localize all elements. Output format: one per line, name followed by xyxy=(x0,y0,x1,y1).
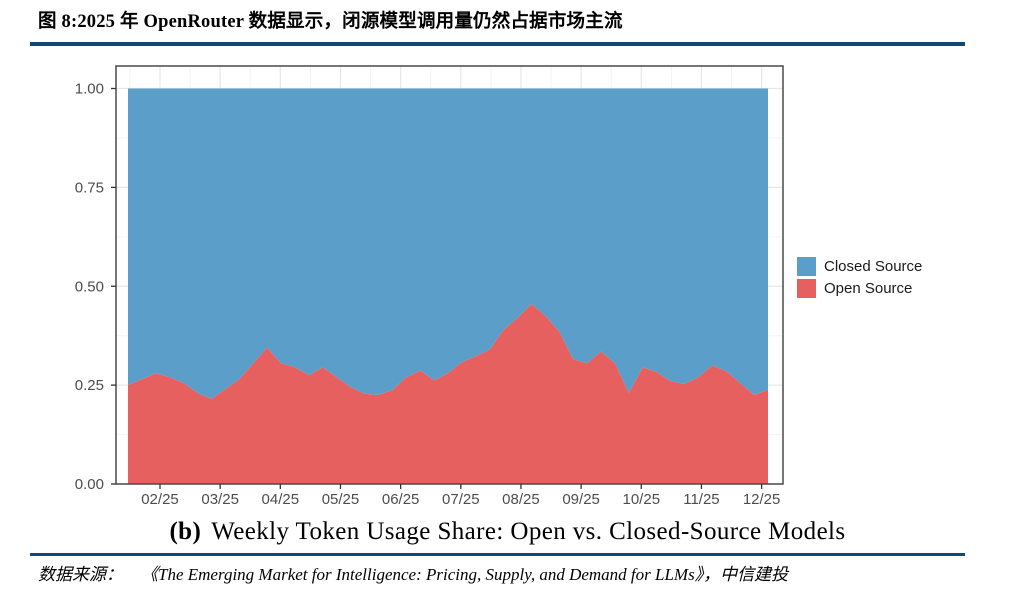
legend-item-closed-source: Closed Source xyxy=(797,256,922,276)
closed-source-area xyxy=(128,88,768,399)
y-tick-label: 1.00 xyxy=(75,81,104,98)
title-divider-rule xyxy=(30,42,965,46)
axis-ticks-and-labels: 02/25 03/25 04/25 05/25 06/25 07/25 08/25 09/25… xyxy=(75,81,781,509)
y-tick-label: 0.00 xyxy=(75,476,104,493)
caption-text: Weekly Token Usage Share: Open vs. Close… xyxy=(211,518,846,545)
legend-label-closed-source: Closed Source xyxy=(824,257,923,275)
x-tick-label: 04/25 xyxy=(262,491,300,508)
y-tick-label: 0.75 xyxy=(75,179,104,196)
x-tick-label: 03/25 xyxy=(201,491,239,508)
y-tick-label: 0.25 xyxy=(75,377,104,394)
x-tick-label: 09/25 xyxy=(562,491,600,508)
source-label: 数据来源： xyxy=(38,565,123,584)
x-tick-label: 06/25 xyxy=(382,491,420,508)
source-text: 《The Emerging Market for Intelligence: P… xyxy=(141,565,789,584)
x-tick-label: 02/25 xyxy=(141,491,179,508)
x-tick-label: 11/25 xyxy=(683,491,719,508)
footer-divider-rule xyxy=(30,553,965,556)
plot-panel-border xyxy=(115,65,784,485)
figure-title: 图 8:2025 年 OpenRouter 数据显示，闭源模型调用量仍然占据市场… xyxy=(38,12,623,32)
x-tick-label: 12/25 xyxy=(743,491,781,508)
stacked-area-chart: 02/25 03/25 04/25 05/25 06/25 07/25 08/25 09/25… xyxy=(75,65,784,509)
x-tick-label: 07/25 xyxy=(442,491,480,508)
x-tick-label: 08/25 xyxy=(502,491,540,508)
caption-index: (b) xyxy=(169,518,202,545)
y-tick-label: 0.50 xyxy=(75,278,104,295)
x-tick-label: 05/25 xyxy=(322,491,360,508)
open-source-area xyxy=(128,304,768,484)
subfigure-caption: (b) Weekly Token Usage Share: Open vs. Cl… xyxy=(40,518,975,546)
legend-item-open-source: Open Source xyxy=(797,278,922,298)
x-tick-label: 10/25 xyxy=(623,491,661,508)
data-source-line: 数据来源： 《The Emerging Market for Intelligen… xyxy=(38,560,998,585)
closed-source-swatch xyxy=(797,256,816,276)
legend-label-open-source: Open Source xyxy=(824,279,913,297)
open-source-swatch xyxy=(797,278,816,298)
chart-legend: Closed Source Open Source xyxy=(797,256,922,298)
